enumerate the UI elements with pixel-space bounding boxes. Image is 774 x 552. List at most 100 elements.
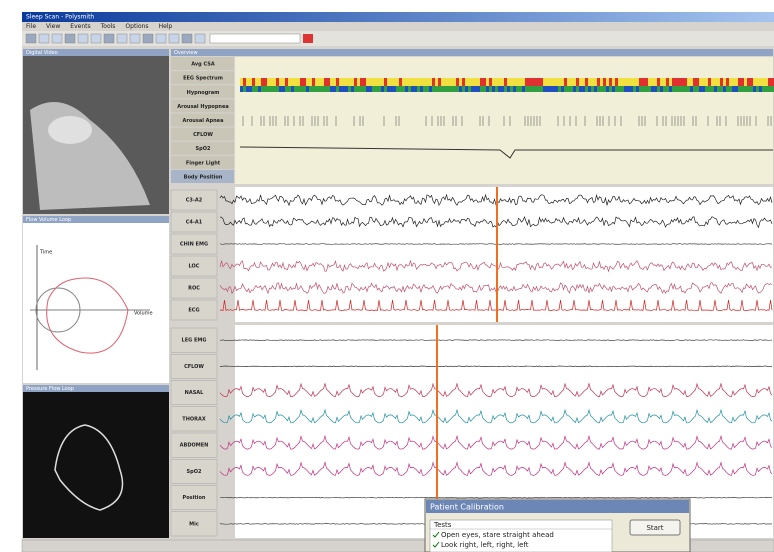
spectrum-cell [756,78,759,86]
channel-label-box [170,459,218,484]
toolbar-button[interactable] [155,33,167,44]
spectrum-cell [612,86,615,92]
spectrum-cell [264,86,267,92]
menu-item[interactable]: Tools [100,23,116,30]
spectrum-cell [492,78,495,86]
spectrum-cell [483,78,486,86]
toolbar-button[interactable] [142,33,154,44]
spectrum-cell [660,78,663,86]
spectrum-cell [699,86,702,92]
check [432,541,440,548]
spectrum-cell [366,86,369,92]
spectrum-cell [270,86,273,92]
spectrum-cell [261,78,264,86]
toolbar-button[interactable] [51,33,63,44]
spectrum-cell [675,78,678,86]
spectrum-cell [642,78,645,86]
spectrum-cell [243,78,246,86]
toolbar-button[interactable] [103,33,115,44]
toolbar-button[interactable] [77,33,89,44]
date-box[interactable] [209,33,301,44]
spectrum-cell [576,86,579,92]
spectrum-cell [735,86,738,92]
spectrum-cell [315,86,318,92]
channel-label: LOC [189,264,200,270]
spectrum-cell [360,86,363,92]
spectrum-cell [543,86,546,92]
spectrum-cell [495,78,498,86]
spectrum-cell [246,78,249,86]
record-button[interactable] [303,34,313,43]
spectrum-cell [483,86,486,92]
spectrum-cell [729,78,732,86]
window-title: Sleep Scan - Polysmith [26,14,94,21]
spectrum-cell [768,86,771,92]
spectrum-cell [333,86,336,92]
menu-item[interactable]: Help [159,23,173,30]
spectrum-cell [573,86,576,92]
pane-header [23,49,169,56]
menu-item[interactable]: File [26,23,36,30]
video-image [48,116,92,144]
spectrum-cell [537,78,540,86]
spectrum-cell [291,78,294,86]
toolbar-button[interactable] [194,33,206,44]
spectrum-cell [447,86,450,92]
spectrum-cell [420,86,423,92]
spectrum-cell [507,86,510,92]
toolbar-button[interactable] [38,33,50,44]
spectrum-cell [309,86,312,92]
spectrum-cell [519,86,522,92]
spectrum-cell [549,78,552,86]
test-item[interactable]: Look right, left, right, left [441,541,529,549]
spectrum-cell [498,78,501,86]
spectrum-cell [345,86,348,92]
toolbar-button[interactable] [116,33,128,44]
channel-label: Arousal Hypopnea [177,104,229,110]
spectrum-cell [723,78,726,86]
menu-item[interactable]: View [46,23,60,30]
channel-label: Avg CSA [191,62,215,68]
channel-label: C3-A2 [186,198,203,204]
tests-list[interactable] [429,519,613,552]
toolbar-button[interactable] [168,33,180,44]
waveform [219,434,773,450]
spectrum-cell [402,78,405,86]
spectrum-cell [624,78,627,86]
toolbar-button[interactable] [181,33,193,44]
toolbar-button[interactable] [129,33,141,44]
spectrum-cell [591,78,594,86]
toolbar-button[interactable] [64,33,76,44]
spectrum-cell [456,86,459,92]
waveform [219,339,773,341]
spectrum-cell [264,78,267,86]
spectrum-cell [753,78,756,86]
menu-item[interactable]: Options [125,23,148,30]
spectrum-cell [585,86,588,92]
toolbar-button[interactable] [25,33,37,44]
spectrum-cell [351,78,354,86]
start-button[interactable] [629,519,681,536]
spectrum-cell [600,78,603,86]
channel-label-box [170,211,218,233]
spectrum-cell [642,86,645,92]
spectrum-cell [669,86,672,92]
pane-header [23,216,169,223]
spectrum-cell [732,86,735,92]
spectrum-cell [426,78,429,86]
spectrum-cell [714,86,717,92]
menu-item[interactable]: Events [70,23,90,30]
spectrum-cell [630,78,633,86]
button-label[interactable]: Start [646,524,663,532]
spectrum-cell [309,78,312,86]
spectrum-cell [678,86,681,92]
toolbar-button[interactable] [90,33,102,44]
channel-label-box [171,99,234,113]
spectrum-cell [741,86,744,92]
spectrum-cell [411,78,414,86]
spectrum-cell [603,78,606,86]
spectrum-cell [303,78,306,86]
spectrum-cell [699,78,702,86]
test-item[interactable]: Open eyes, stare straight ahead [441,531,554,539]
spectrum-cell [492,86,495,92]
